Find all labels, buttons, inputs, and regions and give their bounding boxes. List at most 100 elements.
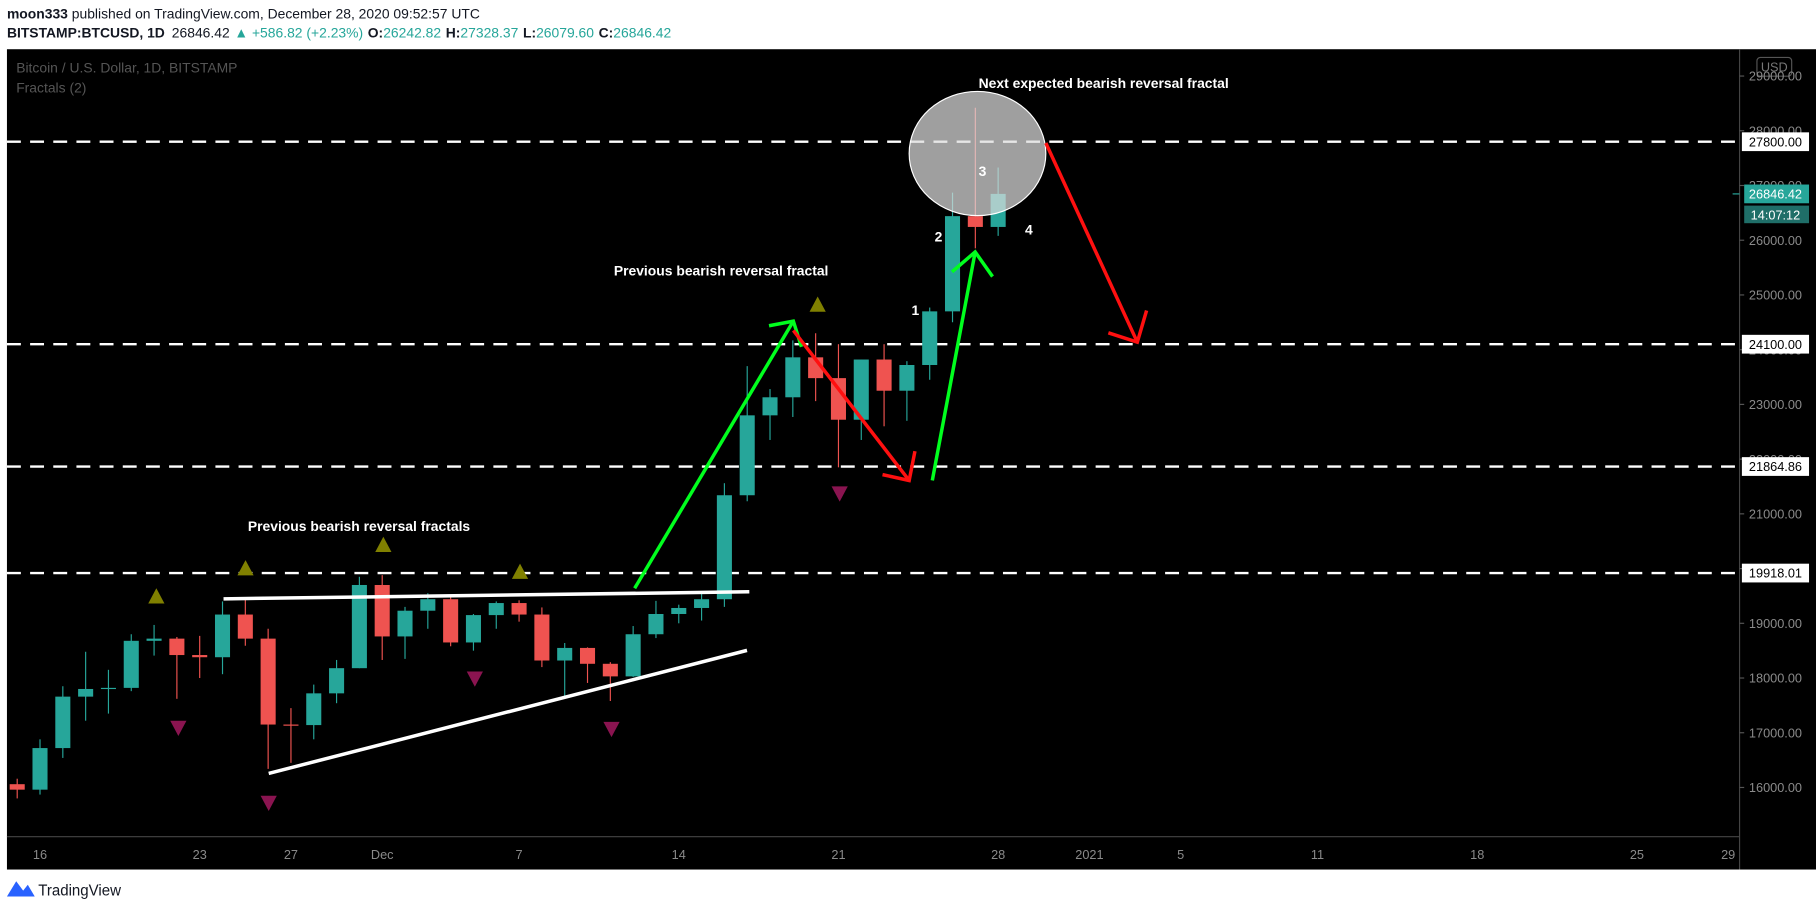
arrow — [791, 329, 911, 482]
y-tick-label: 19000.00 — [1749, 616, 1802, 631]
currency: USD — [1761, 59, 1788, 74]
candle-body — [716, 495, 732, 600]
candle-body — [534, 614, 550, 661]
arrow — [633, 320, 795, 590]
c-label: C: — [599, 24, 614, 40]
drawings — [148, 90, 1149, 811]
h: 27328.37 — [460, 24, 518, 40]
x-tick-label: Dec — [371, 847, 394, 862]
candle-body — [443, 599, 459, 643]
candle-body — [55, 696, 71, 749]
x-tick-label: 5 — [1177, 847, 1184, 862]
candle-body — [146, 638, 162, 641]
candle-body — [671, 607, 687, 614]
candle-body — [237, 614, 253, 639]
fractal-up — [148, 296, 826, 604]
candle-body — [899, 364, 915, 391]
highlight-circle — [908, 90, 1047, 217]
chart-title: Bitcoin / U.S. Dollar, 1D, BITSTAMP — [16, 60, 237, 76]
o: 26242.82 — [383, 24, 441, 40]
arrow-head — [882, 450, 917, 483]
candle-body — [557, 647, 573, 661]
logo-icon — [6, 881, 35, 897]
level-label: 21864.86 — [1749, 459, 1802, 474]
c: 26846.42 — [613, 24, 671, 40]
candle-body — [374, 584, 390, 637]
candle-body — [876, 359, 892, 391]
candle-body — [739, 415, 755, 496]
arrow-head — [950, 249, 994, 278]
candle-body — [169, 638, 185, 656]
candle-body — [465, 615, 481, 643]
annotation: Previous bearish reversal fractal — [614, 262, 829, 278]
y-tick-label: 29000.00 — [1749, 69, 1802, 84]
chart-bg — [6, 49, 1816, 870]
candle-body — [420, 599, 436, 611]
last-price-bg — [1744, 184, 1810, 204]
o-label: O: — [368, 24, 383, 40]
candle-body — [123, 640, 139, 688]
y-tick-label: 18000.00 — [1749, 671, 1802, 686]
candle-body — [785, 357, 801, 398]
l: 26079.60 — [536, 24, 594, 40]
candle-body — [579, 647, 596, 664]
trend-line — [223, 590, 750, 601]
candle-body — [260, 638, 276, 725]
change: ▲ +586.82 (+2.23%) — [234, 24, 363, 40]
level-label-bg — [1741, 563, 1810, 583]
header-line-2: BITSTAMP:BTCUSD, 1D 26846.42 ▲ +586.82 (+2… — [7, 24, 671, 40]
candle-body — [78, 688, 94, 697]
indicator: Fractals (2) — [16, 80, 86, 96]
candle-body — [944, 216, 961, 312]
fractal-down — [170, 486, 848, 811]
symbol: BITSTAMP:BTCUSD, 1D — [7, 24, 165, 40]
arrow-head — [1107, 310, 1149, 345]
published: published on TradingView.com, December 2… — [68, 6, 480, 22]
level-label-bg — [1741, 132, 1810, 152]
brand[interactable]: TradingView — [38, 882, 121, 899]
plot: 16000.0017000.0018000.0019000.0020000.00… — [6, 69, 1810, 862]
author[interactable]: moon333 — [7, 6, 68, 22]
y-tick-label: 23000.00 — [1749, 397, 1802, 412]
y-tick-label: 21000.00 — [1749, 506, 1802, 521]
countdown-bg — [1744, 205, 1810, 224]
level-label: 27800.00 — [1749, 134, 1802, 149]
x-tick-label: 27 — [284, 847, 298, 862]
arrow — [1044, 142, 1139, 343]
candle-body — [488, 603, 504, 616]
x-tick-label: 25 — [1630, 847, 1644, 862]
x-tick-label: 18 — [1470, 847, 1484, 862]
x-tick-label: 11 — [1311, 847, 1324, 862]
candle-body — [397, 610, 413, 637]
candle-body — [625, 634, 641, 677]
candle-body — [694, 599, 710, 608]
y-tick-label: 16000.00 — [1749, 780, 1802, 795]
x-tick-label: 28 — [991, 847, 1005, 862]
currency-box[interactable] — [1756, 56, 1793, 77]
candle-body — [853, 359, 869, 420]
level-label: 19918.01 — [1749, 566, 1802, 581]
x-tick-label: 16 — [33, 847, 47, 862]
annotation: 1 — [911, 302, 919, 318]
candle-body — [351, 584, 367, 669]
annotation: Previous bearish reversal fractals — [248, 518, 471, 534]
level-label-bg — [1741, 334, 1810, 354]
candle-body — [32, 748, 48, 790]
candle-body — [283, 724, 299, 726]
arrow — [930, 251, 977, 481]
candle-body — [100, 687, 116, 690]
last-price-label: 26846.42 — [1749, 187, 1802, 202]
footer: TradingView — [6, 881, 121, 899]
x-tick-label: 14 — [672, 847, 686, 862]
candle-body — [830, 378, 846, 420]
y-tick-label: 26000.00 — [1749, 233, 1802, 248]
candle-body — [511, 603, 527, 615]
x-tick-label: 2021 — [1075, 847, 1103, 862]
l-label: L: — [523, 24, 536, 40]
header-line-1: moon333 published on TradingView.com, De… — [7, 6, 480, 22]
annotation: 4 — [1025, 221, 1033, 237]
level-label: 24100.00 — [1749, 337, 1802, 352]
annotations: Previous bearish reversal fractals Previ… — [248, 75, 1229, 534]
candle-body — [306, 693, 322, 726]
